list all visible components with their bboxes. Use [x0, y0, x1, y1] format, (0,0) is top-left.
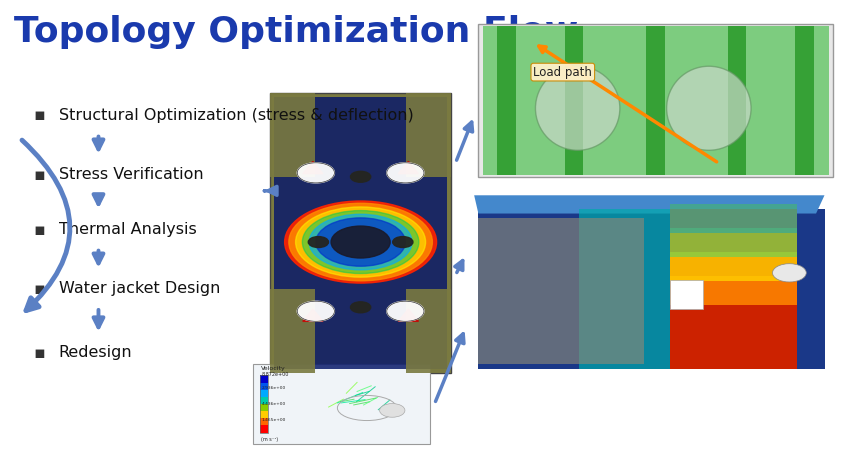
- FancyBboxPatch shape: [274, 97, 447, 369]
- FancyBboxPatch shape: [646, 27, 665, 175]
- Text: ▪: ▪: [34, 280, 45, 298]
- Text: ▪: ▪: [34, 220, 45, 239]
- Circle shape: [308, 236, 329, 247]
- Text: Velocity: Velocity: [262, 366, 286, 371]
- Polygon shape: [474, 195, 824, 213]
- Circle shape: [289, 203, 432, 281]
- FancyBboxPatch shape: [795, 27, 814, 175]
- Circle shape: [379, 403, 405, 417]
- FancyBboxPatch shape: [670, 209, 797, 369]
- FancyBboxPatch shape: [670, 340, 797, 369]
- Circle shape: [393, 236, 413, 247]
- Circle shape: [309, 214, 412, 270]
- Text: Redesign: Redesign: [58, 345, 132, 360]
- FancyBboxPatch shape: [260, 418, 268, 425]
- Circle shape: [351, 171, 371, 182]
- Circle shape: [296, 207, 425, 277]
- FancyBboxPatch shape: [670, 252, 797, 281]
- FancyBboxPatch shape: [270, 289, 315, 373]
- Text: Load path: Load path: [534, 66, 592, 78]
- Text: Water jacket Design: Water jacket Design: [58, 281, 220, 297]
- Circle shape: [297, 163, 335, 183]
- Polygon shape: [398, 162, 418, 174]
- FancyBboxPatch shape: [253, 364, 430, 444]
- FancyBboxPatch shape: [260, 404, 268, 411]
- Circle shape: [285, 201, 436, 283]
- Ellipse shape: [667, 66, 751, 150]
- FancyBboxPatch shape: [406, 289, 451, 373]
- Polygon shape: [302, 309, 323, 321]
- Circle shape: [316, 218, 406, 266]
- Text: ▪: ▪: [34, 166, 45, 184]
- FancyBboxPatch shape: [670, 204, 797, 233]
- FancyBboxPatch shape: [270, 93, 451, 373]
- Text: Stress Verification: Stress Verification: [58, 167, 203, 182]
- Circle shape: [297, 301, 335, 321]
- FancyBboxPatch shape: [260, 411, 268, 418]
- FancyBboxPatch shape: [728, 27, 746, 175]
- Circle shape: [387, 301, 424, 321]
- Text: 1.465e+00: 1.465e+00: [262, 418, 285, 422]
- Text: 8.872e+00: 8.872e+00: [262, 372, 289, 377]
- FancyBboxPatch shape: [270, 93, 315, 177]
- Text: 4.436e+00: 4.436e+00: [262, 402, 285, 406]
- FancyBboxPatch shape: [497, 27, 516, 175]
- FancyBboxPatch shape: [670, 276, 797, 305]
- Text: ▪: ▪: [34, 106, 45, 124]
- FancyBboxPatch shape: [670, 308, 797, 337]
- FancyBboxPatch shape: [260, 383, 268, 390]
- Ellipse shape: [535, 66, 620, 150]
- FancyBboxPatch shape: [479, 209, 824, 369]
- Text: Thermal Analysis: Thermal Analysis: [58, 222, 197, 237]
- FancyBboxPatch shape: [260, 425, 268, 432]
- FancyBboxPatch shape: [565, 27, 584, 175]
- FancyBboxPatch shape: [470, 191, 833, 373]
- Text: 2.936e+00: 2.936e+00: [262, 386, 285, 390]
- Circle shape: [772, 264, 806, 282]
- Circle shape: [302, 211, 419, 274]
- FancyBboxPatch shape: [670, 228, 797, 257]
- Text: ▪: ▪: [34, 344, 45, 362]
- Polygon shape: [398, 309, 418, 321]
- FancyBboxPatch shape: [260, 397, 268, 404]
- FancyBboxPatch shape: [579, 209, 670, 369]
- FancyBboxPatch shape: [260, 375, 268, 383]
- FancyBboxPatch shape: [670, 280, 703, 309]
- FancyBboxPatch shape: [260, 390, 268, 397]
- FancyBboxPatch shape: [483, 27, 828, 175]
- Circle shape: [331, 226, 390, 258]
- FancyBboxPatch shape: [483, 27, 828, 175]
- Polygon shape: [302, 162, 323, 174]
- Text: (m s⁻¹): (m s⁻¹): [262, 437, 279, 442]
- Circle shape: [351, 302, 371, 313]
- FancyBboxPatch shape: [479, 24, 833, 177]
- Text: Topology Optimization Flow: Topology Optimization Flow: [14, 15, 579, 49]
- Circle shape: [387, 163, 424, 183]
- Text: Structural Optimization (stress & deflection): Structural Optimization (stress & deflec…: [58, 108, 413, 123]
- FancyBboxPatch shape: [406, 93, 451, 177]
- Polygon shape: [479, 218, 645, 364]
